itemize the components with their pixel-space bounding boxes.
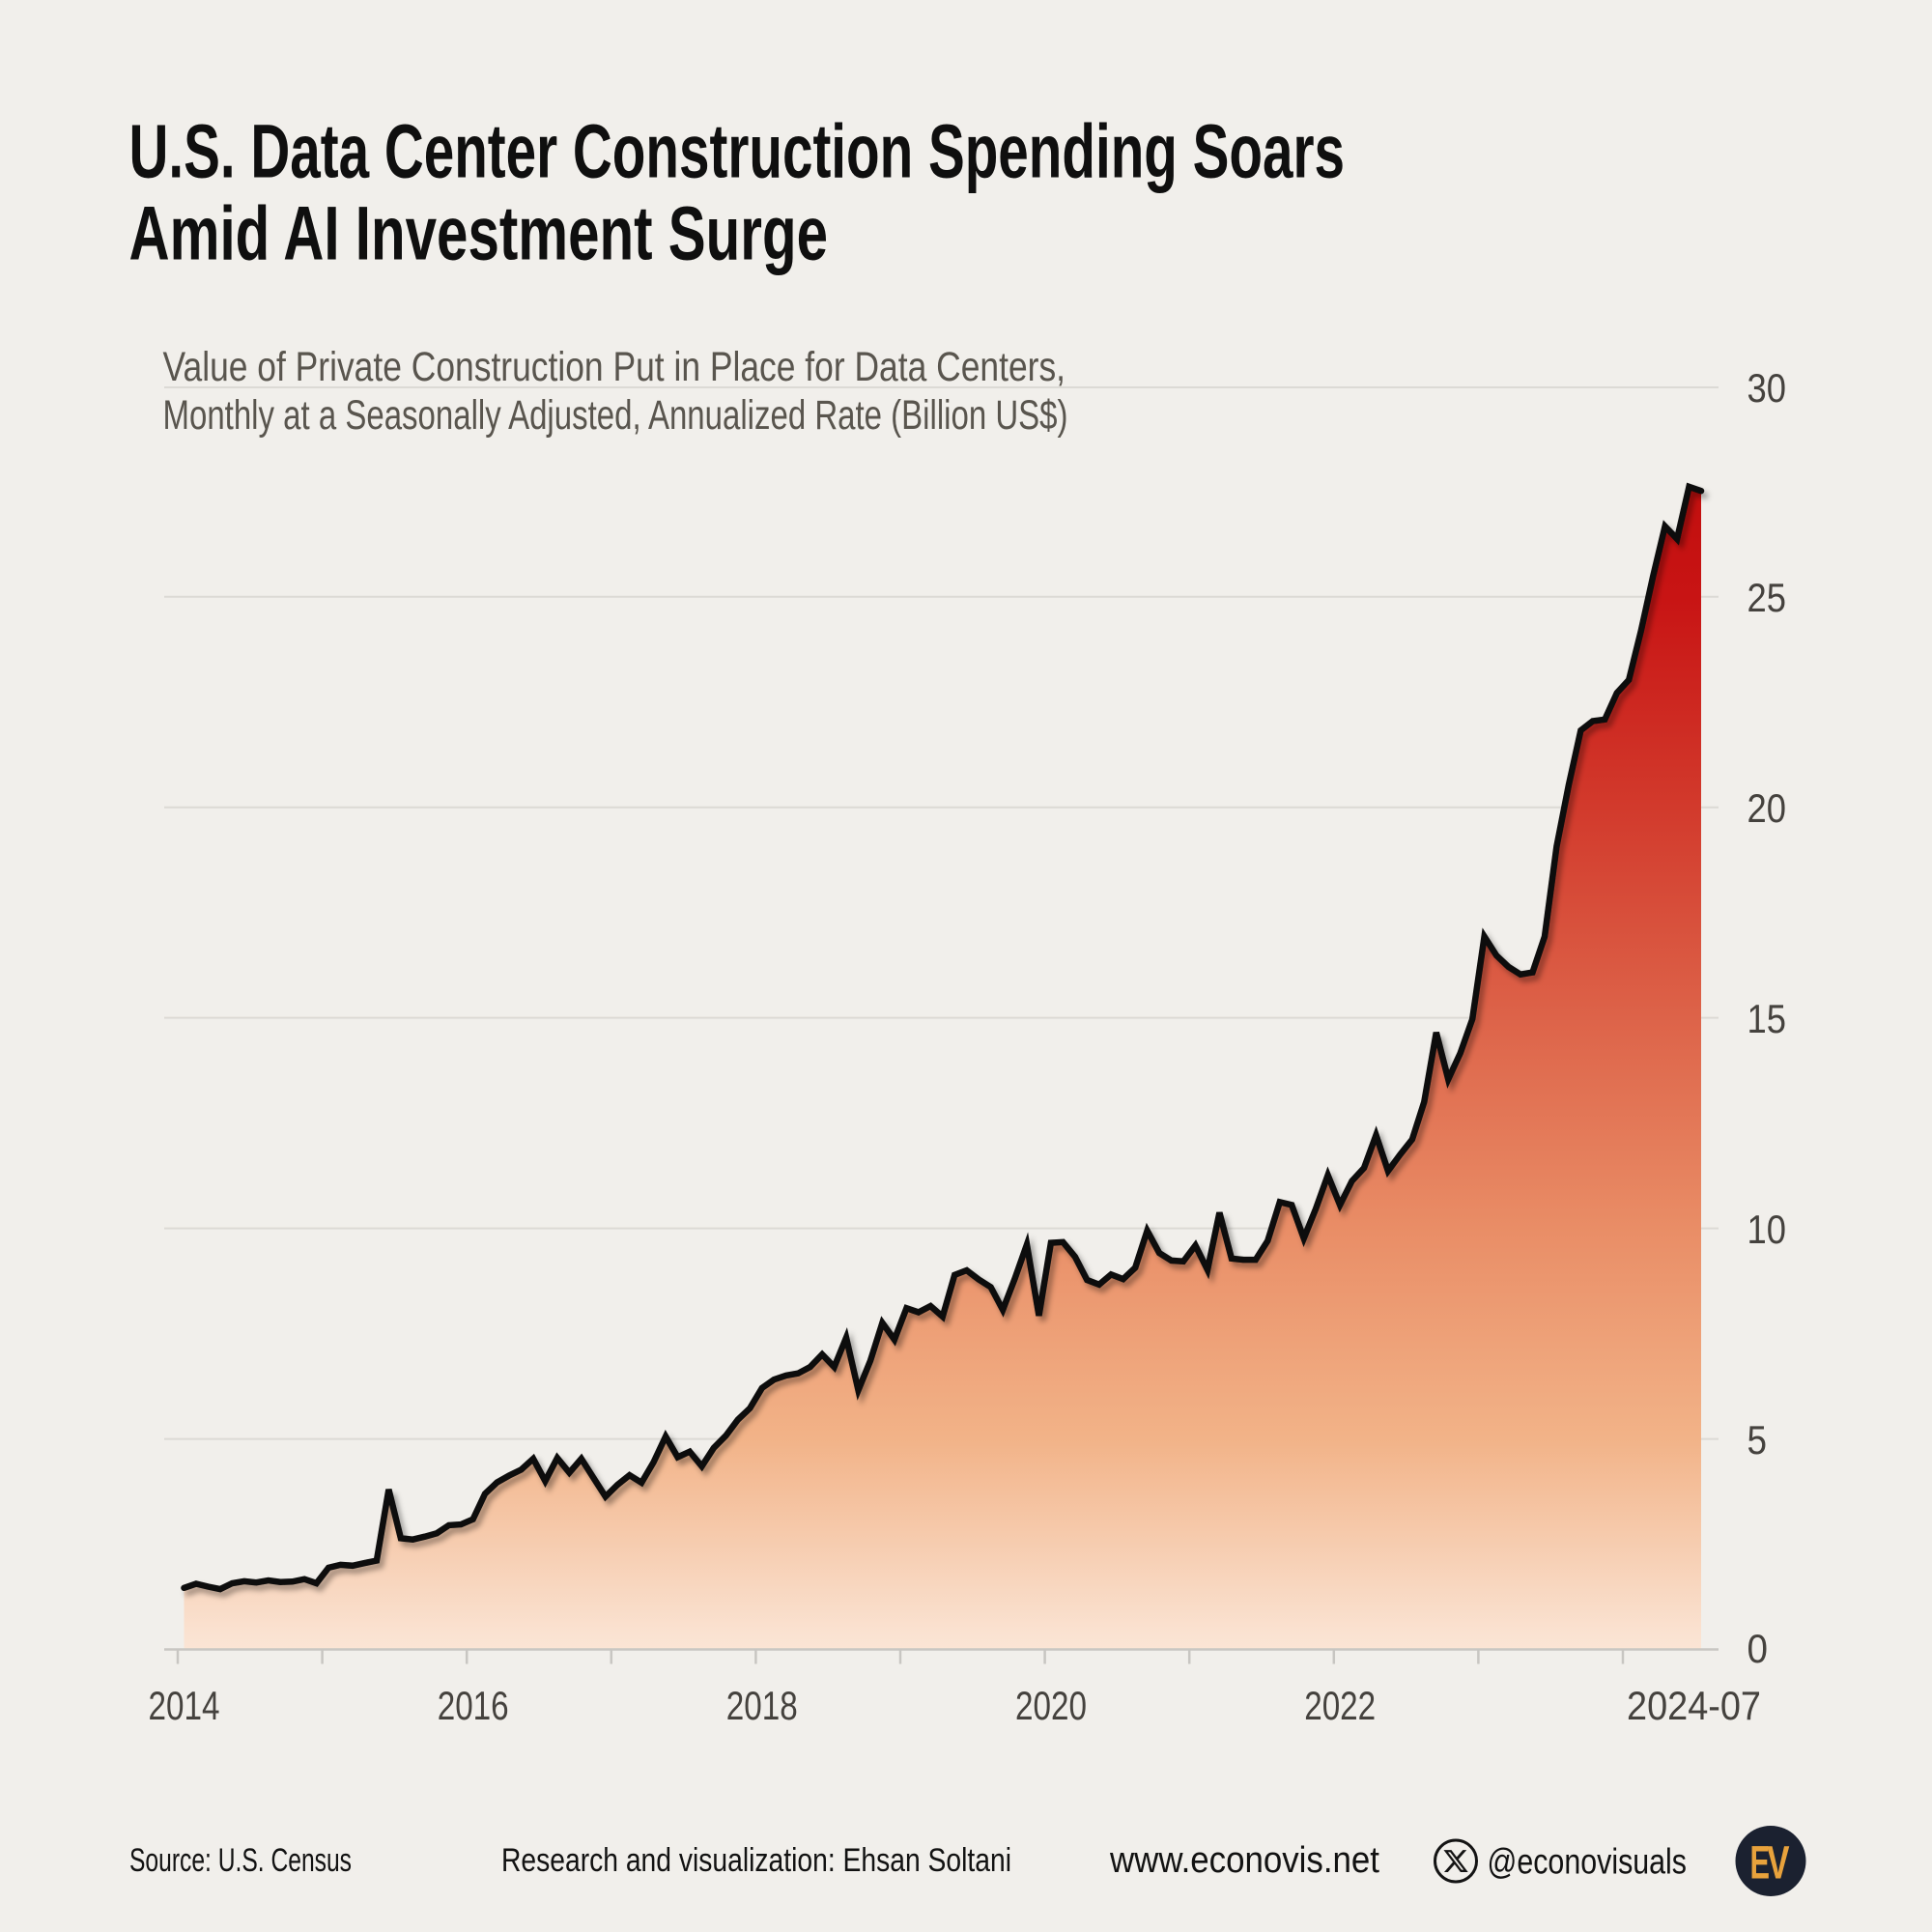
svg-text:Monthly at a Seasonally Adjust: Monthly at a Seasonally Adjusted, Annual… bbox=[163, 393, 1068, 439]
svg-text:E: E bbox=[1750, 1838, 1771, 1889]
svg-text:Value of Private Construction: Value of Private Construction Put in Pla… bbox=[163, 345, 1066, 390]
svg-text:10: 10 bbox=[1747, 1207, 1787, 1252]
svg-text:25: 25 bbox=[1747, 575, 1787, 620]
svg-text:0: 0 bbox=[1747, 1626, 1769, 1671]
svg-text:2014: 2014 bbox=[149, 1683, 220, 1728]
svg-text:www.econovis.net: www.econovis.net bbox=[1109, 1840, 1379, 1881]
svg-text:@econovisuals: @econovisuals bbox=[1488, 1842, 1688, 1882]
svg-text:Amid AI Investment Surge: Amid AI Investment Surge bbox=[129, 190, 829, 276]
svg-text:U.S. Data Center Construction: U.S. Data Center Construction Spending S… bbox=[129, 108, 1346, 194]
svg-text:Source: U.S. Census: Source: U.S. Census bbox=[129, 1842, 352, 1879]
svg-text:30: 30 bbox=[1747, 365, 1787, 411]
svg-text:5: 5 bbox=[1747, 1417, 1768, 1463]
svg-text:2024-07: 2024-07 bbox=[1627, 1683, 1761, 1728]
svg-text:15: 15 bbox=[1747, 996, 1787, 1041]
svg-text:2020: 2020 bbox=[1015, 1683, 1087, 1728]
svg-text:2022: 2022 bbox=[1304, 1683, 1376, 1728]
svg-text:20: 20 bbox=[1747, 785, 1787, 831]
svg-text:Research and visualization: Eh: Research and visualization: Ehsan Soltan… bbox=[501, 1842, 1011, 1879]
svg-text:V: V bbox=[1767, 1838, 1790, 1889]
svg-text:2016: 2016 bbox=[438, 1683, 509, 1728]
svg-text:2018: 2018 bbox=[726, 1683, 798, 1728]
